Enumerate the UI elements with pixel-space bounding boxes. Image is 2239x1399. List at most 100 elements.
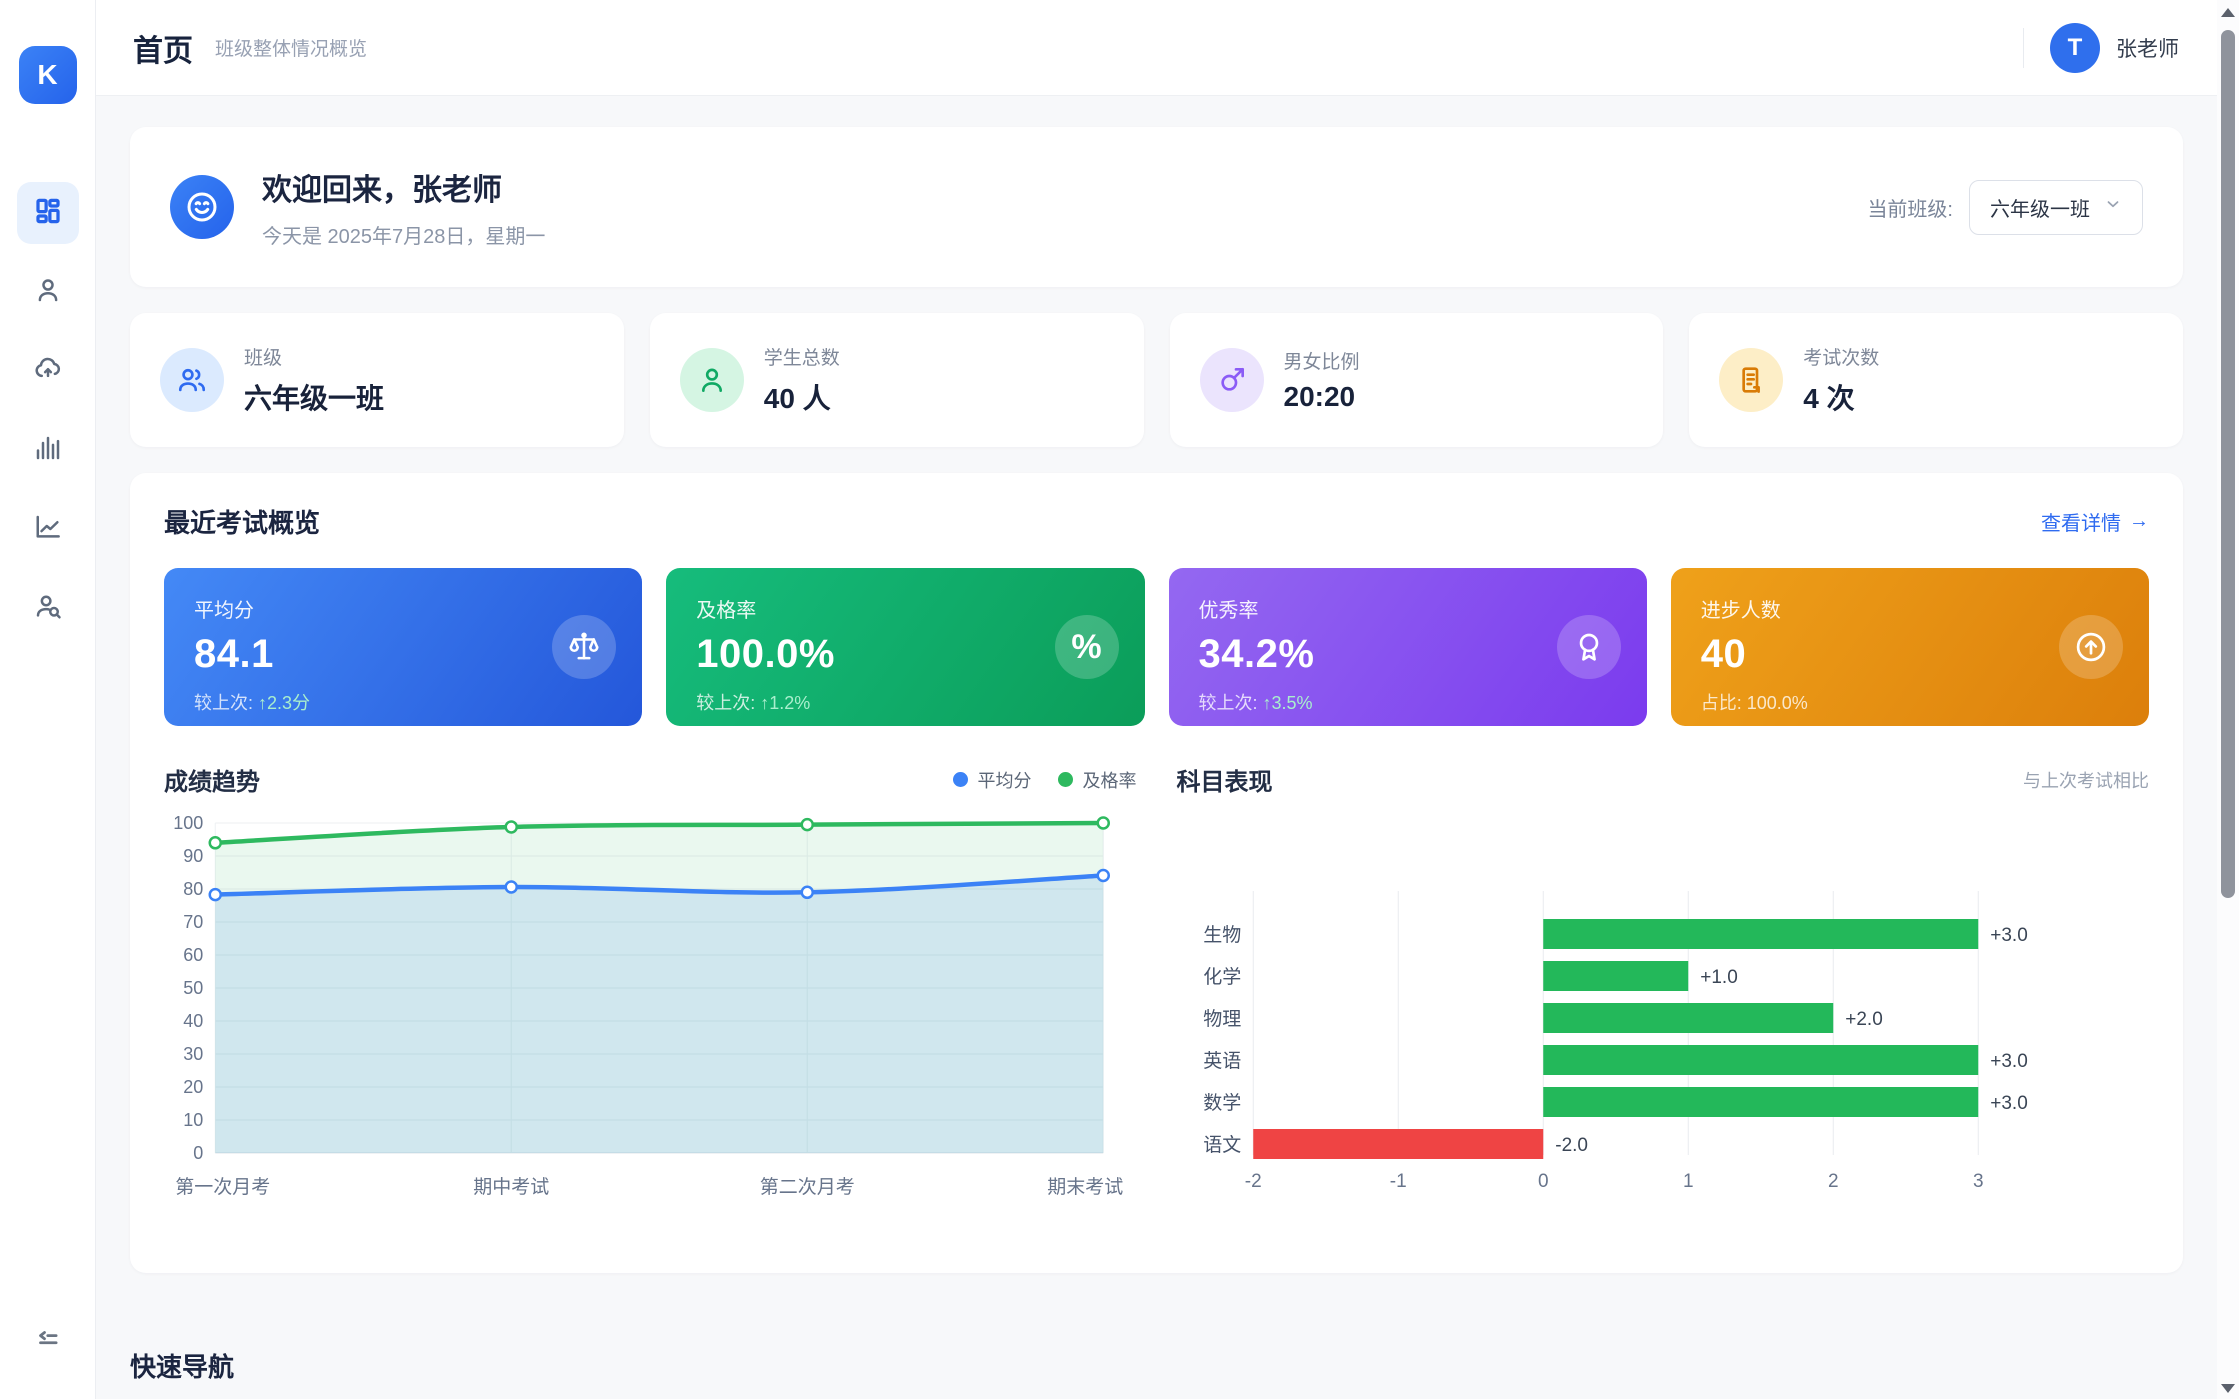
trend-chart-panel: 成绩趋势 平均分 及格率 0 10 20 30 40 50 60 7 (164, 762, 1137, 1237)
svg-text:90: 90 (183, 846, 203, 866)
svg-text:3: 3 (1972, 1171, 1983, 1192)
award-icon (1556, 615, 1621, 679)
user-icon (679, 348, 744, 412)
sidebar-collapse-button[interactable] (33, 1324, 63, 1359)
svg-text:1: 1 (1682, 1171, 1693, 1192)
metric-sub: 较上次: ↑1.2% (696, 693, 811, 713)
svg-text:第一次月考: 第一次月考 (175, 1176, 270, 1198)
stat-value: 40 人 (763, 383, 831, 414)
menu-fold-icon (33, 1331, 63, 1358)
class-select[interactable]: 六年级一班 (1969, 179, 2143, 235)
main-content: 欢迎回来，张老师 今天是 2025年7月28日，星期一 当前班级: 六年级一班 (95, 96, 2217, 1399)
dashboard-grid-icon (33, 196, 63, 231)
trend-legend: 平均分 及格率 (952, 767, 1137, 793)
sidebar-item-student-search[interactable] (17, 577, 79, 639)
svg-text:数学: 数学 (1203, 1092, 1241, 1114)
quick-nav-title: 快速导航 (130, 1352, 235, 1382)
svg-text:+3.0: +3.0 (1990, 1093, 2028, 1114)
subject-bar-chart: -2 -1 0 1 2 3 生物 +3.0 化学 +1.0 物理 +2.0 英语 +3.0 数学 +3.0 语文… (1203, 891, 2028, 1192)
arrow-right-icon: → (2129, 510, 2149, 532)
metric-label: 平均分 (194, 600, 254, 622)
scroll-up-arrow[interactable] (2221, 8, 2235, 17)
legend-dot-blue (952, 772, 968, 787)
male-symbol-icon (1199, 348, 1264, 412)
exam-overview-head: 最近考试概览 查看详情 → (164, 503, 2149, 540)
user-search-icon (33, 591, 63, 626)
welcome-date: 今天是 2025年7月28日，星期一 (262, 226, 546, 248)
header-divider (2023, 27, 2024, 68)
metric-value: 40 (1700, 632, 1747, 676)
sidebar-item-trends[interactable] (17, 498, 79, 560)
class-select-value: 六年级一班 (1990, 198, 2090, 221)
legend-label: 平均分 (977, 770, 1032, 791)
stat-label: 班级 (244, 348, 283, 369)
user-avatar[interactable]: T (2050, 22, 2100, 73)
sidebar-item-scores[interactable] (17, 419, 79, 481)
stat-card-students: 学生总数 40 人 (649, 313, 1144, 447)
legend-label: 及格率 (1082, 770, 1137, 791)
metric-value: 100.0% (696, 632, 835, 676)
sidebar-item-upload[interactable] (17, 340, 79, 402)
legend-item-pass-rate[interactable]: 及格率 (1057, 767, 1137, 793)
svg-text:-2.0: -2.0 (1555, 1135, 1588, 1156)
stat-card-class: 班级 六年级一班 (130, 313, 624, 447)
svg-text:40: 40 (183, 1011, 203, 1031)
sidebar-nav (16, 182, 79, 639)
legend-item-average[interactable]: 平均分 (952, 767, 1032, 793)
svg-text:第二次月考: 第二次月考 (760, 1176, 855, 1198)
svg-text:20: 20 (183, 1077, 203, 1097)
section-title: 最近考试概览 (164, 508, 321, 538)
top-header: 首页 班级整体情况概览 T 张老师 (95, 0, 2217, 96)
exam-paper-icon (1719, 348, 1784, 412)
scrollbar-thumb[interactable] (2221, 30, 2235, 898)
stat-label: 考试次数 (1803, 348, 1880, 369)
stats-row: 班级 六年级一班 学生总数 40 人 (130, 313, 2183, 447)
svg-text:100: 100 (173, 813, 203, 833)
view-details-link[interactable]: 查看详情 → (2041, 507, 2149, 536)
svg-text:0: 0 (1537, 1171, 1548, 1192)
metric-card-excellent-rate: 优秀率 34.2% 较上次: ↑3.5% (1168, 568, 1647, 726)
svg-text:期末考试: 期末考试 (1047, 1176, 1123, 1198)
app-logo: K (18, 46, 77, 104)
stat-texts: 考试次数 4 次 (1803, 343, 1879, 417)
metric-card-pass-rate: 及格率 100.0% 较上次: ↑1.2% % (666, 568, 1145, 726)
percent-icon: % (1054, 615, 1119, 679)
stat-texts: 班级 六年级一班 (244, 343, 384, 417)
stat-texts: 学生总数 40 人 (764, 343, 840, 417)
stat-label: 男女比例 (1283, 352, 1360, 373)
metric-label: 进步人数 (1700, 600, 1781, 622)
welcome-title: 欢迎回来，张老师 (262, 174, 502, 207)
legend-dot-green (1057, 772, 1073, 787)
sidebar-item-home[interactable] (16, 182, 79, 244)
scroll-down-arrow[interactable] (2221, 1384, 2235, 1393)
metric-sub: 占比: 100.0% (1700, 693, 1808, 713)
svg-text:英语: 英语 (1203, 1050, 1241, 1072)
metrics-row: 平均分 84.1 较上次: ↑2.3分 及格率 100.0% 较上次: ↑1. (164, 568, 2149, 726)
svg-text:50: 50 (183, 978, 203, 998)
svg-text:+3.0: +3.0 (1990, 1051, 2028, 1072)
svg-text:化学: 化学 (1203, 966, 1241, 988)
stat-label: 学生总数 (763, 348, 840, 369)
stat-texts: 男女比例 20:20 (1284, 347, 1360, 413)
sidebar-item-students[interactable] (17, 261, 79, 323)
svg-text:物理: 物理 (1203, 1008, 1241, 1030)
trend-chart-head: 成绩趋势 平均分 及格率 (164, 762, 1137, 797)
svg-text:2: 2 (1827, 1171, 1838, 1192)
cloud-upload-icon (33, 354, 63, 389)
svg-text:30: 30 (183, 1044, 203, 1064)
metric-card-average: 平均分 84.1 较上次: ↑2.3分 (164, 568, 643, 726)
metric-card-improved: 进步人数 40 占比: 100.0% (1670, 568, 2149, 726)
svg-text:-1: -1 (1389, 1171, 1406, 1192)
svg-text:0: 0 (193, 1143, 203, 1163)
user-name: 张老师 (2116, 37, 2179, 61)
svg-text:期中考试: 期中考试 (473, 1176, 549, 1198)
stat-value: 4 次 (1803, 383, 1855, 414)
svg-text:+3.0: +3.0 (1990, 925, 2028, 946)
svg-text:70: 70 (183, 912, 203, 932)
page-subtitle: 班级整体情况概览 (215, 39, 368, 60)
subject-chart-title: 科目表现 (1176, 769, 1273, 796)
view-details-label: 查看详情 (2041, 513, 2121, 535)
metric-label: 优秀率 (1198, 600, 1259, 622)
subject-chart-panel: 科目表现 与上次考试相比 -2 -1 0 1 2 3 生物 +3.0 化学 +1.0 物理 +2.0 英… (1177, 762, 2150, 1237)
